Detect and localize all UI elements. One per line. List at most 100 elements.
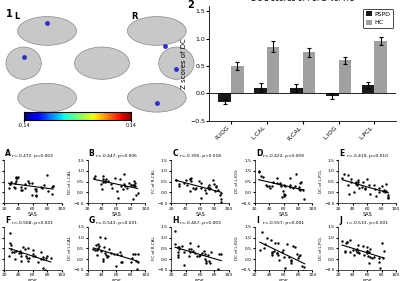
Y-axis label: DC of L.IOG: DC of L.IOG	[235, 170, 239, 193]
Point	[205, 253, 211, 258]
Point	[342, 249, 348, 254]
Point	[25, 179, 31, 184]
Point	[297, 181, 303, 185]
Y-axis label: DC of L.PCL: DC of L.PCL	[319, 170, 323, 193]
Point	[187, 176, 193, 181]
Point	[380, 189, 386, 194]
Point	[372, 187, 378, 191]
Y-axis label: DC of L.CAL: DC of L.CAL	[68, 236, 72, 260]
Point	[356, 186, 362, 190]
Point	[94, 252, 100, 257]
Ellipse shape	[128, 83, 186, 112]
Point	[373, 194, 380, 198]
Point	[350, 247, 356, 252]
Point	[95, 242, 101, 246]
Point	[41, 183, 48, 187]
Point	[377, 266, 384, 270]
Point	[297, 187, 303, 192]
Point	[100, 180, 106, 184]
Point	[203, 191, 210, 195]
Point	[385, 196, 391, 200]
Point	[183, 178, 190, 183]
Point	[218, 197, 224, 201]
Point	[188, 176, 194, 180]
Point	[30, 252, 36, 256]
Point	[199, 250, 205, 255]
Point	[134, 267, 140, 271]
Point	[23, 254, 30, 259]
Point	[376, 256, 382, 260]
Point	[11, 250, 17, 254]
Text: J: J	[340, 216, 342, 225]
Point	[274, 180, 280, 185]
Title: r=-0.543, p<0.001: r=-0.543, p<0.001	[96, 221, 137, 225]
Point	[193, 185, 200, 190]
Point	[208, 250, 214, 254]
Point	[203, 260, 210, 265]
Point	[117, 250, 123, 255]
Point	[354, 250, 360, 254]
Point	[290, 244, 296, 248]
Point	[362, 187, 368, 191]
Point	[132, 252, 138, 256]
Point	[379, 184, 386, 189]
Text: 1: 1	[6, 9, 13, 19]
Point	[366, 246, 373, 251]
Point	[300, 187, 306, 192]
Point	[348, 176, 354, 181]
Point	[135, 252, 141, 257]
Point	[298, 180, 305, 184]
Point	[16, 251, 22, 256]
Point	[50, 183, 56, 188]
Point	[262, 182, 269, 187]
Point	[353, 182, 360, 186]
Point	[261, 241, 268, 246]
X-axis label: SAS: SAS	[279, 212, 288, 217]
Point	[379, 240, 386, 245]
Point	[120, 187, 126, 191]
Point	[361, 252, 368, 257]
Point	[96, 244, 102, 248]
Title: r=-0.557, p<0.001: r=-0.557, p<0.001	[263, 221, 304, 225]
Point	[176, 183, 182, 188]
Point	[203, 259, 209, 263]
Point	[188, 246, 194, 251]
Point	[345, 182, 351, 187]
Point	[130, 179, 137, 183]
Point	[130, 252, 136, 257]
Text: C: C	[172, 149, 178, 158]
Point	[343, 241, 349, 246]
Point	[206, 259, 212, 264]
Point	[383, 189, 390, 193]
Point	[33, 193, 40, 197]
Point	[351, 190, 358, 194]
Point	[206, 183, 212, 187]
Point	[264, 183, 271, 188]
Y-axis label: DC of L.PCL: DC of L.PCL	[319, 236, 323, 260]
Point	[281, 194, 288, 198]
Point	[45, 189, 51, 193]
Point	[99, 187, 105, 192]
Point	[354, 243, 361, 247]
Point	[116, 176, 123, 181]
Point	[43, 173, 50, 178]
Title: r=-0.467, p<0.003: r=-0.467, p<0.003	[180, 221, 220, 225]
Point	[269, 253, 276, 258]
Point	[256, 169, 263, 174]
Point	[105, 254, 111, 259]
Point	[26, 180, 32, 185]
Point	[191, 250, 198, 255]
Point	[6, 253, 12, 258]
Point	[384, 193, 391, 197]
Point	[215, 187, 222, 192]
Bar	[231, 66, 244, 93]
Point	[133, 258, 140, 263]
Point	[261, 246, 267, 250]
Point	[28, 180, 35, 185]
Point	[273, 250, 280, 255]
Point	[130, 182, 136, 187]
Point	[196, 253, 202, 258]
Point	[354, 183, 360, 187]
X-axis label: SAS: SAS	[195, 212, 205, 217]
Y-axis label: FC of R.CAL: FC of R.CAL	[152, 236, 156, 260]
